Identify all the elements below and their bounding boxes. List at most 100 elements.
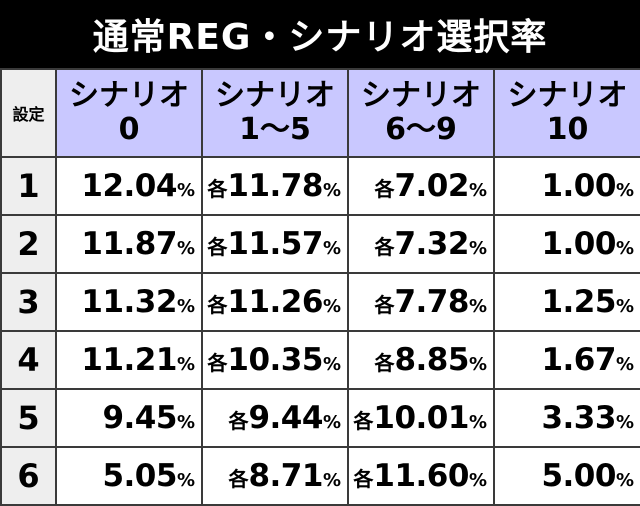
- rate-value: 8.71: [248, 458, 323, 494]
- percent-sign: %: [615, 470, 634, 491]
- table-header-row: 設定 シナリオ 0 シナリオ 1～5 シナリオ 6～9 シナリオ 10: [0, 68, 640, 158]
- scenario-header-name: シナリオ: [361, 78, 481, 113]
- each-prefix: 各: [228, 467, 249, 491]
- scenario-1-5-rate: 各10.35%: [201, 330, 349, 390]
- scenario-header-range: 6～9: [385, 112, 457, 147]
- each-prefix: 各: [207, 177, 228, 201]
- percent-sign: %: [615, 180, 634, 201]
- rate-value: 11.32: [81, 284, 177, 320]
- scenario-table: 設定 シナリオ 0 シナリオ 1～5 シナリオ 6～9 シナリオ 10 1 12…: [0, 68, 640, 506]
- rate-value: 1.25: [541, 284, 616, 320]
- scenario-header-name: シナリオ: [507, 78, 628, 113]
- scenario-0-rate: 11.21%: [55, 330, 203, 390]
- scenario-header-range: 1～5: [239, 112, 311, 147]
- percent-sign: %: [322, 412, 341, 433]
- scenario-6-9-rate: 各11.60%: [347, 446, 495, 506]
- rate-value: 11.26: [227, 284, 323, 320]
- scenario-10-rate: 5.00%: [493, 446, 640, 506]
- table-row: 4 11.21% 各10.35% 各8.85% 1.67%: [0, 330, 640, 390]
- percent-sign: %: [468, 238, 487, 259]
- percent-sign: %: [176, 412, 195, 433]
- each-prefix: 各: [207, 351, 228, 375]
- percent-sign: %: [322, 238, 341, 259]
- each-prefix: 各: [374, 351, 395, 375]
- each-prefix: 各: [374, 177, 395, 201]
- scenario-6-9-header: シナリオ 6～9: [347, 68, 495, 158]
- percent-sign: %: [468, 470, 487, 491]
- scenario-1-5-rate: 各11.26%: [201, 272, 349, 332]
- rate-value: 9.44: [248, 400, 323, 436]
- scenario-0-rate: 9.45%: [55, 388, 203, 448]
- scenario-header-name: シナリオ: [69, 78, 189, 113]
- scenario-1-5-rate: 各8.71%: [201, 446, 349, 506]
- scenario-10-rate: 1.00%: [493, 214, 640, 274]
- rate-value: 12.04: [81, 168, 177, 204]
- table-row: 2 11.87% 各11.57% 各7.32% 1.00%: [0, 214, 640, 274]
- percent-sign: %: [322, 296, 341, 317]
- percent-sign: %: [468, 354, 487, 375]
- scenario-0-rate: 5.05%: [55, 446, 203, 506]
- rate-value: 11.57: [227, 226, 323, 262]
- each-prefix: 各: [374, 235, 395, 259]
- each-prefix: 各: [353, 467, 374, 491]
- percent-sign: %: [615, 354, 634, 375]
- percent-sign: %: [176, 354, 195, 375]
- rate-value: 7.32: [394, 226, 469, 262]
- percent-sign: %: [322, 354, 341, 375]
- each-prefix: 各: [207, 293, 228, 317]
- percent-sign: %: [176, 470, 195, 491]
- scenario-10-rate: 1.25%: [493, 272, 640, 332]
- scenario-6-9-rate: 各7.32%: [347, 214, 495, 274]
- scenario-6-9-rate: 各10.01%: [347, 388, 495, 448]
- scenario-1-5-header: シナリオ 1～5: [201, 68, 349, 158]
- rate-value: 1.67: [541, 342, 616, 378]
- rate-value: 5.00: [541, 458, 616, 494]
- table-row: 1 12.04% 各11.78% 各7.02% 1.00%: [0, 156, 640, 216]
- percent-sign: %: [176, 238, 195, 259]
- percent-sign: %: [615, 296, 634, 317]
- scenario-0-rate: 11.32%: [55, 272, 203, 332]
- percent-sign: %: [322, 470, 341, 491]
- setting-cell: 3: [0, 272, 57, 332]
- scenario-header-name: シナリオ: [215, 78, 335, 113]
- scenario-6-9-rate: 各7.02%: [347, 156, 495, 216]
- percent-sign: %: [176, 180, 195, 201]
- each-prefix: 各: [207, 235, 228, 259]
- setting-cell: 5: [0, 388, 57, 448]
- scenario-0-header: シナリオ 0: [55, 68, 203, 158]
- percent-sign: %: [468, 296, 487, 317]
- setting-column-header: 設定: [0, 68, 57, 158]
- percent-sign: %: [615, 412, 634, 433]
- scenario-header-range: 10: [546, 112, 589, 147]
- scenario-header-range: 0: [118, 112, 140, 147]
- rate-value: 1.00: [541, 226, 616, 262]
- each-prefix: 各: [353, 409, 374, 433]
- setting-cell: 4: [0, 330, 57, 390]
- rate-value: 11.78: [227, 168, 323, 204]
- scenario-6-9-rate: 各7.78%: [347, 272, 495, 332]
- setting-cell: 6: [0, 446, 57, 506]
- rate-value: 9.45: [102, 400, 177, 436]
- scenario-0-rate: 11.87%: [55, 214, 203, 274]
- scenario-10-rate: 3.33%: [493, 388, 640, 448]
- rate-value: 10.01: [373, 400, 469, 436]
- percent-sign: %: [322, 180, 341, 201]
- scenario-1-5-rate: 各11.57%: [201, 214, 349, 274]
- rate-value: 5.05: [102, 458, 177, 494]
- page-title: 通常REG・シナリオ選択率: [0, 0, 640, 68]
- scenario-1-5-rate: 各11.78%: [201, 156, 349, 216]
- rate-value: 3.33: [541, 400, 616, 436]
- each-prefix: 各: [228, 409, 249, 433]
- table-row: 3 11.32% 各11.26% 各7.78% 1.25%: [0, 272, 640, 332]
- rate-value: 1.00: [541, 168, 616, 204]
- rate-value: 10.35: [227, 342, 323, 378]
- rate-value: 11.60: [373, 458, 469, 494]
- rate-value: 7.78: [394, 284, 469, 320]
- scenario-10-header: シナリオ 10: [493, 68, 640, 158]
- scenario-6-9-rate: 各8.85%: [347, 330, 495, 390]
- rate-value: 8.85: [394, 342, 469, 378]
- scenario-10-rate: 1.67%: [493, 330, 640, 390]
- rate-value: 7.02: [394, 168, 469, 204]
- setting-cell: 2: [0, 214, 57, 274]
- percent-sign: %: [468, 412, 487, 433]
